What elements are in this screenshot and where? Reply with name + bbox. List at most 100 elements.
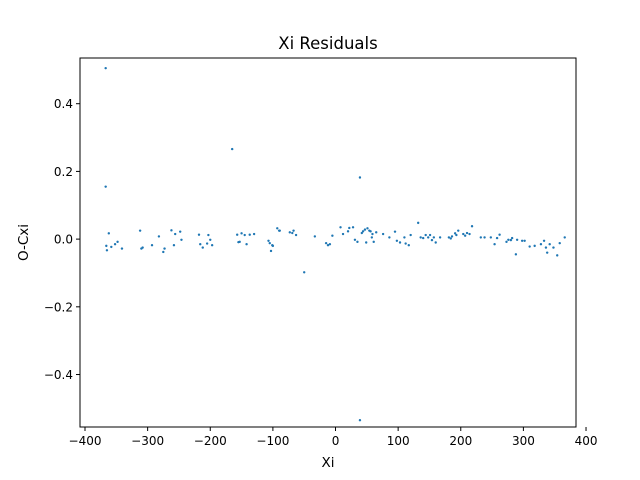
x-tick-label: 200 [449,434,472,448]
data-point [372,240,375,244]
data-point [498,233,501,236]
data-point [313,235,317,238]
data-point [450,235,454,238]
data-point [544,246,548,249]
data-point [548,242,551,246]
data-point [105,244,108,248]
data-point [447,236,451,239]
data-point [366,227,369,230]
data-point [248,233,251,236]
x-tick-label: 300 [512,434,535,448]
y-tick-label: 0.2 [54,165,73,179]
data-point [303,271,306,274]
data-point [453,232,457,235]
data-point [424,233,427,237]
x-tick-label: −400 [69,434,102,448]
data-point [489,236,493,239]
data-point [545,251,549,254]
data-point [173,232,177,236]
data-point [515,238,519,241]
data-point [468,232,471,236]
data-point [141,246,144,249]
data-point [409,233,412,237]
data-point [207,233,210,237]
data-point [271,244,275,248]
data-point [483,236,486,239]
data-point [104,66,107,70]
data-point [510,236,514,240]
data-point [393,230,397,233]
data-point [361,230,365,233]
data-point [371,232,374,236]
data-point [465,231,469,235]
y-axis-ticks: −0.4 −0.2 0.0 0.2 0.4 [44,97,80,382]
data-point [104,185,107,188]
data-point [180,238,183,241]
x-tick-label: 100 [387,434,410,448]
x-tick-label: −200 [194,434,227,448]
data-point [388,236,391,239]
data-point [245,242,248,246]
y-tick-label: 0.4 [54,97,73,111]
data-point [348,226,351,230]
data-point [291,231,294,235]
data-point [157,235,161,238]
data-point [563,236,566,239]
data-point [360,231,364,235]
data-point [107,232,111,235]
data-point [479,236,483,239]
data-point [243,233,246,237]
data-point [328,242,332,246]
data-point [276,227,279,230]
data-point [346,230,350,233]
data-point [326,244,330,247]
y-axis-label: O-Cxi [16,224,32,261]
data-point [339,226,342,229]
data-point [179,230,182,233]
data-point [356,240,359,244]
data-point [556,254,559,257]
data-point [120,247,124,250]
data-point [110,245,113,249]
data-point [358,176,362,179]
data-point [455,233,458,237]
data-point [462,232,465,236]
data-point [375,231,378,234]
data-point [558,241,561,245]
data-point [505,240,508,244]
data-point [552,246,555,249]
data-point [421,236,425,240]
data-point [363,228,367,231]
data-point [199,242,202,246]
data-point [150,244,154,247]
data-point [238,240,241,244]
data-point [533,244,536,248]
data-point [240,232,243,235]
data-point [294,233,298,237]
data-point [430,238,434,242]
data-point [404,242,407,245]
data-point [457,229,460,232]
data-point [358,419,362,422]
data-point [395,239,399,243]
data-point [105,249,109,252]
chart-title: Xi Residuals [278,34,377,53]
data-point [528,245,531,248]
y-tick-label: −0.2 [44,300,73,314]
data-point [419,236,422,239]
data-point [341,232,345,236]
data-point [434,241,437,244]
data-point [463,234,467,237]
x-tick-label: −300 [131,434,164,448]
data-point [403,236,406,239]
x-axis-ticks: −400 −300 −200 −100 0 100 200 300 400 [69,427,597,448]
data-point [449,237,452,240]
data-point [369,230,372,233]
data-point [507,238,510,241]
data-point [331,234,334,237]
data-point [438,236,442,239]
data-point [268,241,271,245]
data-point [252,232,256,236]
data-point [278,229,281,232]
